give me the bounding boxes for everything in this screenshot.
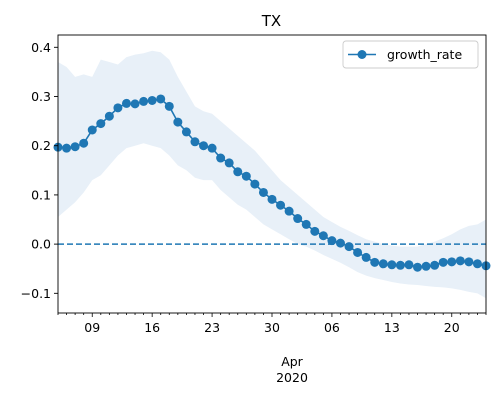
plot-area xyxy=(53,50,491,299)
data-point xyxy=(79,138,89,148)
data-point xyxy=(258,187,268,197)
data-point xyxy=(267,194,277,204)
data-point xyxy=(421,261,431,271)
data-point xyxy=(438,257,448,267)
y-tick-label: −0.1 xyxy=(21,286,51,301)
y-tick-label: 0.2 xyxy=(31,138,51,153)
data-point xyxy=(199,141,209,151)
data-point xyxy=(370,257,380,267)
data-point xyxy=(207,143,217,153)
data-point xyxy=(241,171,251,181)
data-point xyxy=(344,242,354,252)
legend-marker-swatch xyxy=(357,50,367,59)
x-tick-label: 13 xyxy=(384,320,400,335)
x-tick-label: 30 xyxy=(264,320,280,335)
data-point xyxy=(173,117,183,127)
chart-title: TX xyxy=(261,12,281,30)
data-point xyxy=(293,214,303,224)
data-point xyxy=(164,101,174,111)
y-tick-label: 0.0 xyxy=(31,237,51,252)
data-point xyxy=(104,111,114,121)
data-point xyxy=(353,247,363,257)
data-point xyxy=(139,96,149,106)
data-point xyxy=(404,260,414,270)
data-point xyxy=(216,153,226,163)
data-point xyxy=(70,142,80,152)
y-tick-label: 0.4 xyxy=(31,40,51,55)
data-point xyxy=(250,179,260,189)
data-point xyxy=(156,94,166,104)
data-point xyxy=(181,127,191,137)
data-point xyxy=(464,257,474,267)
data-point xyxy=(361,252,371,262)
data-point xyxy=(130,99,140,109)
data-point xyxy=(233,167,243,177)
x-month-label: Apr xyxy=(281,354,303,369)
y-tick-label: 0.1 xyxy=(31,187,51,202)
data-point xyxy=(455,256,465,266)
data-point xyxy=(335,238,345,248)
legend-label-growth-rate: growth_rate xyxy=(387,47,462,62)
data-point xyxy=(413,262,423,272)
data-point xyxy=(430,260,440,270)
data-point xyxy=(472,259,482,269)
confidence-band xyxy=(58,50,486,299)
data-point xyxy=(276,200,286,210)
x-tick-label: 09 xyxy=(84,320,100,335)
x-tick-label: 06 xyxy=(324,320,340,335)
data-point xyxy=(395,260,405,270)
x-tick-label: 23 xyxy=(204,320,220,335)
data-point xyxy=(318,231,328,241)
data-point xyxy=(190,137,200,147)
data-point xyxy=(378,259,388,269)
y-axis: 0.4 0.3 0.2 0.1 0.0 −0.1 xyxy=(21,40,58,301)
data-point xyxy=(224,158,234,168)
data-point xyxy=(387,260,397,270)
x-axis: 09 16 23 30 06 13 20 xyxy=(57,313,487,335)
data-point xyxy=(310,226,320,236)
data-point xyxy=(96,119,106,129)
data-point xyxy=(87,125,97,135)
x-tick-label: 16 xyxy=(144,320,160,335)
data-point xyxy=(327,236,337,246)
data-point xyxy=(62,143,72,153)
x-tick-label: 20 xyxy=(444,320,460,335)
data-point xyxy=(121,98,131,108)
legend-box xyxy=(342,40,479,69)
data-point xyxy=(147,95,157,105)
data-point xyxy=(447,257,457,267)
data-point xyxy=(284,206,294,216)
data-point xyxy=(113,103,123,113)
x-year-label: 2020 xyxy=(276,370,308,385)
y-tick-label: 0.3 xyxy=(31,89,51,104)
legend: growth_rate xyxy=(342,40,479,69)
data-point xyxy=(301,219,311,229)
